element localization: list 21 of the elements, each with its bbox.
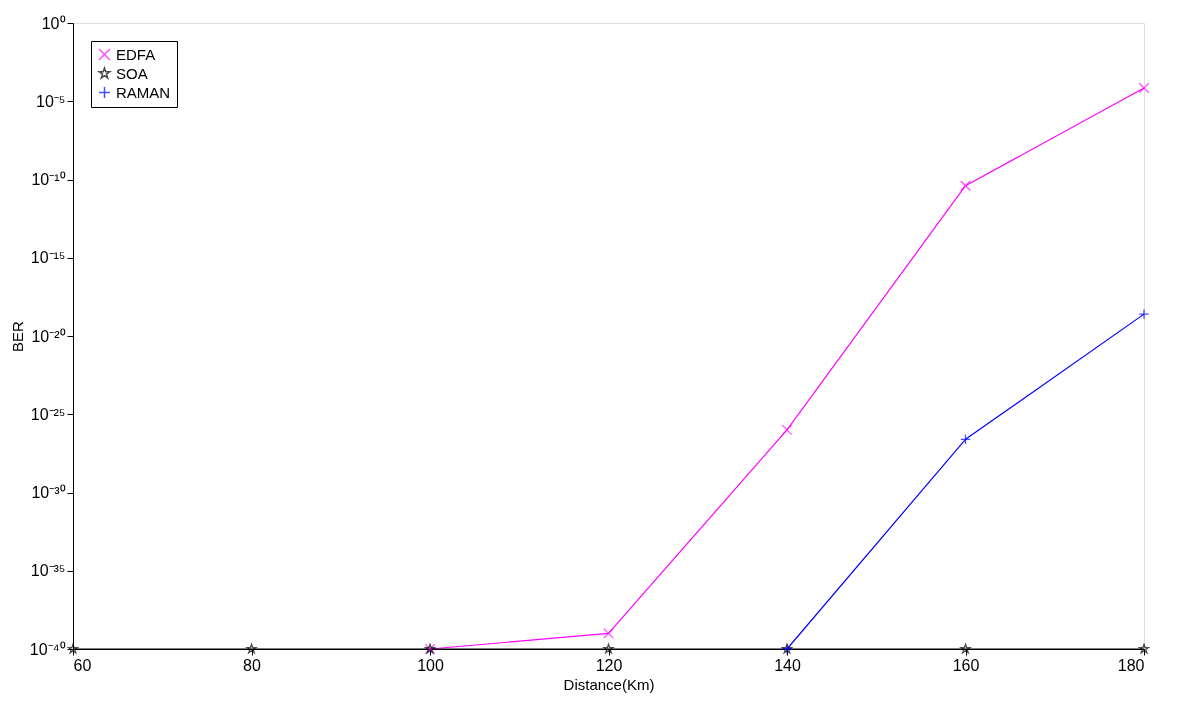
y-tick-label: 10⁻⁵ (36, 92, 66, 110)
x-axis-title: Distance(Km) (563, 675, 655, 693)
legend-label: EDFA (116, 45, 156, 63)
x-tick-label: 80 (243, 656, 261, 674)
y-tick-label: 10⁻⁴⁰ (29, 640, 66, 658)
legend-label: SOA (116, 64, 148, 82)
y-tick-label: 10⁻³⁰ (31, 484, 66, 501)
y-tick-label: 10⁻³⁵ (30, 562, 66, 580)
x-tick-label: 180 (1117, 656, 1145, 674)
y-tick-label: 10⁻¹⁰ (31, 171, 66, 188)
legend-label: RAMAN (116, 83, 171, 101)
y-tick-label: 10⁻¹⁵ (30, 249, 66, 267)
x-tick-label: 120 (595, 656, 623, 674)
x-tick-label: 100 (417, 656, 444, 674)
x-tick-label: 140 (774, 656, 801, 674)
y-tick-label: 10⁰ (41, 14, 66, 32)
x-tick-label: 160 (952, 656, 980, 674)
x-tick-label: 60 (73, 656, 92, 674)
y-tick-label: 10⁻²⁵ (30, 405, 66, 423)
y-axis-title: BER (8, 320, 26, 352)
y-tick-label: 10⁻²⁰ (31, 327, 66, 345)
